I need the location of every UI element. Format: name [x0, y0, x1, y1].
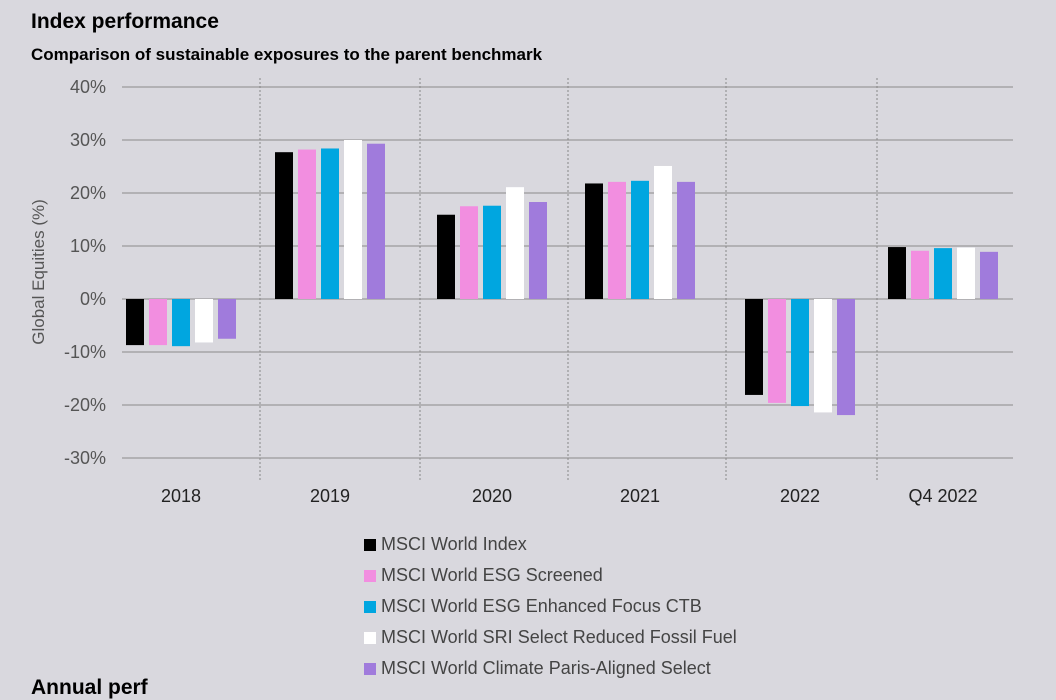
bar: [768, 299, 786, 403]
legend-swatch: [364, 662, 376, 675]
chart-subtitle: Comparison of sustainable exposures to t…: [31, 45, 543, 64]
y-tick-label: -30%: [64, 448, 106, 468]
bar: [172, 299, 190, 347]
bar: [437, 214, 455, 299]
bar: [980, 251, 998, 299]
y-tick-label: 0%: [80, 289, 106, 309]
next-section-heading: Annual perf: [31, 676, 148, 699]
y-tick-label: -10%: [64, 342, 106, 362]
bar: [344, 140, 362, 299]
y-tick-label: 40%: [70, 77, 106, 97]
y-axis-ticks: 40% 30% 20% 10% 0% -10% -20% -30%: [64, 77, 106, 468]
legend-label: MSCI World ESG Enhanced Focus CTB: [381, 596, 702, 616]
legend-label: MSCI World SRI Select Reduced Fossil Fue…: [381, 627, 737, 647]
bar: [218, 299, 236, 339]
bar: [745, 299, 763, 395]
legend-item: MSCI World Index: [364, 529, 737, 560]
bar: [367, 143, 385, 299]
legend-swatch: [364, 600, 376, 613]
legend-item: MSCI World Climate Paris-Aligned Select: [364, 653, 737, 684]
legend-label: MSCI World ESG Screened: [381, 565, 603, 585]
legend-item: MSCI World SRI Select Reduced Fossil Fue…: [364, 622, 737, 653]
chart-grid: [122, 78, 1013, 480]
bar: [529, 202, 547, 299]
y-tick-label: -20%: [64, 395, 106, 415]
bar: [321, 148, 339, 299]
legend-swatch: [364, 631, 376, 644]
bar: [654, 165, 672, 299]
y-tick-label: 30%: [70, 130, 106, 150]
bar: [837, 299, 855, 416]
bar: [814, 299, 832, 413]
x-tick-label: 2018: [161, 486, 201, 506]
bar: [275, 152, 293, 299]
legend-label: MSCI World Index: [381, 534, 527, 554]
bar: [677, 181, 695, 299]
bar: [506, 187, 524, 299]
legend-item: MSCI World ESG Enhanced Focus CTB: [364, 591, 737, 622]
x-tick-label: 2022: [780, 486, 820, 506]
chart-legend: MSCI World Index MSCI World ESG Screened M…: [364, 529, 737, 684]
bar: [934, 248, 952, 299]
bar-chart: 40%30%20%10%0%-10%-20%-30% 2018 2019 2020 2…: [29, 77, 1013, 506]
chart-title: Index performance: [31, 10, 219, 33]
bar: [957, 247, 975, 299]
legend-label: MSCI World Climate Paris-Aligned Select: [381, 658, 711, 678]
bar: [585, 183, 603, 299]
bar: [888, 247, 906, 299]
legend-swatch: [364, 569, 376, 582]
x-tick-label: 2019: [310, 486, 350, 506]
bar: [195, 299, 213, 343]
legend-swatch: [364, 538, 376, 551]
bar: [911, 250, 929, 299]
legend-item: MSCI World ESG Screened: [364, 560, 737, 591]
bar: [126, 299, 144, 346]
y-axis-label: Global Equities (%): [29, 199, 48, 345]
bar: [791, 299, 809, 407]
bar: [149, 299, 167, 346]
bar: [608, 181, 626, 299]
bar: [298, 149, 316, 299]
y-tick-label: 10%: [70, 236, 106, 256]
x-axis-ticks: 2018 2019 2020 2021 2022 Q4 2022: [161, 486, 978, 506]
y-tick-label: 20%: [70, 183, 106, 203]
x-tick-label: 2021: [620, 486, 660, 506]
x-tick-label: Q4 2022: [908, 486, 977, 506]
chart-bars: [126, 140, 998, 416]
x-tick-label: 2020: [472, 486, 512, 506]
bar: [631, 180, 649, 299]
bar: [460, 206, 478, 299]
bar: [483, 205, 501, 299]
